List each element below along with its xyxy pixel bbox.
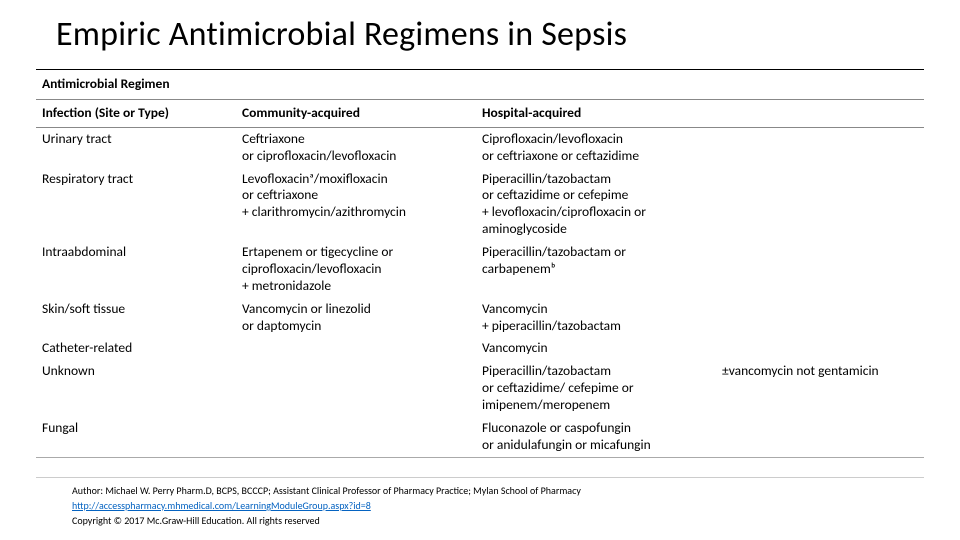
slide-title: Empiric Antimicrobial Regimens in Sepsis <box>56 14 924 55</box>
footer: Author: Michael W. Perry Pharm.D, BCPS, … <box>72 483 581 528</box>
footer-author: Author: Michael W. Perry Pharm.D, BCPS, … <box>72 483 581 498</box>
cell-site: Unknown <box>36 360 236 417</box>
cell-hospital: Fluconazole or caspofungin or anidulafun… <box>476 417 716 457</box>
cell-hospital: Piperacillin/tazobactam or ceftazidime/ … <box>476 360 716 417</box>
cell-site: Catheter-related <box>36 337 236 360</box>
cell-community: Ceftriaxone or ciprofloxacin/levofloxaci… <box>236 127 476 167</box>
cell-site: Skin/soft tissue <box>36 298 236 338</box>
cell-community: Levofloxacinᵃ/moxifloxacin or ceftriaxon… <box>236 168 476 242</box>
cell-hospital: Piperacillin/tazobactam or ceftazidime o… <box>476 168 716 242</box>
cell-extra <box>716 241 924 298</box>
cell-hospital: Ciprofloxacin/levofloxacin or ceftriaxon… <box>476 127 716 167</box>
slide: Empiric Antimicrobial Regimens in Sepsis… <box>0 0 960 540</box>
cell-extra <box>716 337 924 360</box>
header-extra <box>716 99 924 127</box>
footer-link[interactable]: http://accesspharmacy.mhmedical.com/Lear… <box>72 499 371 512</box>
table-row: Respiratory tractLevofloxacinᵃ/moxifloxa… <box>36 168 924 242</box>
cell-community <box>236 360 476 417</box>
footer-copyright: Copyright © 2017 Mc.Graw-Hill Education.… <box>72 513 581 528</box>
cell-extra <box>716 298 924 338</box>
cell-site: Fungal <box>36 417 236 457</box>
cell-community: Ertapenem or tigecycline or ciprofloxaci… <box>236 241 476 298</box>
table-row: Skin/soft tissueVancomycin or linezolid … <box>36 298 924 338</box>
table: Antimicrobial Regimen Infection (Site or… <box>36 70 924 457</box>
cell-hospital: Piperacillin/tazobactam or carbapenemᵇ <box>476 241 716 298</box>
cell-extra: ±vancomycin not gentamicin <box>716 360 924 417</box>
cell-extra <box>716 417 924 457</box>
table-row: IntraabdominalErtapenem or tigecycline o… <box>36 241 924 298</box>
cell-site: Respiratory tract <box>36 168 236 242</box>
cell-hospital: Vancomycin + piperacillin/tazobactam <box>476 298 716 338</box>
footer-divider <box>36 477 924 478</box>
cell-extra <box>716 168 924 242</box>
table-super-header-row: Antimicrobial Regimen <box>36 70 924 99</box>
cell-community <box>236 417 476 457</box>
header-community: Community-acquired <box>236 99 476 127</box>
cell-community <box>236 337 476 360</box>
table-row: Catheter-related Vancomycin <box>36 337 924 360</box>
table-row: Urinary tractCeftriaxone or ciprofloxaci… <box>36 127 924 167</box>
cell-hospital: Vancomycin <box>476 337 716 360</box>
table-body: Urinary tractCeftriaxone or ciprofloxaci… <box>36 127 924 456</box>
table-row: Unknown Piperacillin/tazobactam or ceftaz… <box>36 360 924 417</box>
header-infection: Infection (Site or Type) <box>36 99 236 127</box>
footer-link-line: http://accesspharmacy.mhmedical.com/Lear… <box>72 498 581 513</box>
header-hospital: Hospital-acquired <box>476 99 716 127</box>
cell-extra <box>716 127 924 167</box>
cell-community: Vancomycin or linezolid or daptomycin <box>236 298 476 338</box>
cell-site: Urinary tract <box>36 127 236 167</box>
table-row: Fungal Fluconazole or caspofungin or anid… <box>36 417 924 457</box>
table-header-row: Infection (Site or Type) Community-acqui… <box>36 99 924 127</box>
regimen-table: Antimicrobial Regimen Infection (Site or… <box>36 69 924 458</box>
super-header-cell: Antimicrobial Regimen <box>36 70 924 99</box>
cell-site: Intraabdominal <box>36 241 236 298</box>
